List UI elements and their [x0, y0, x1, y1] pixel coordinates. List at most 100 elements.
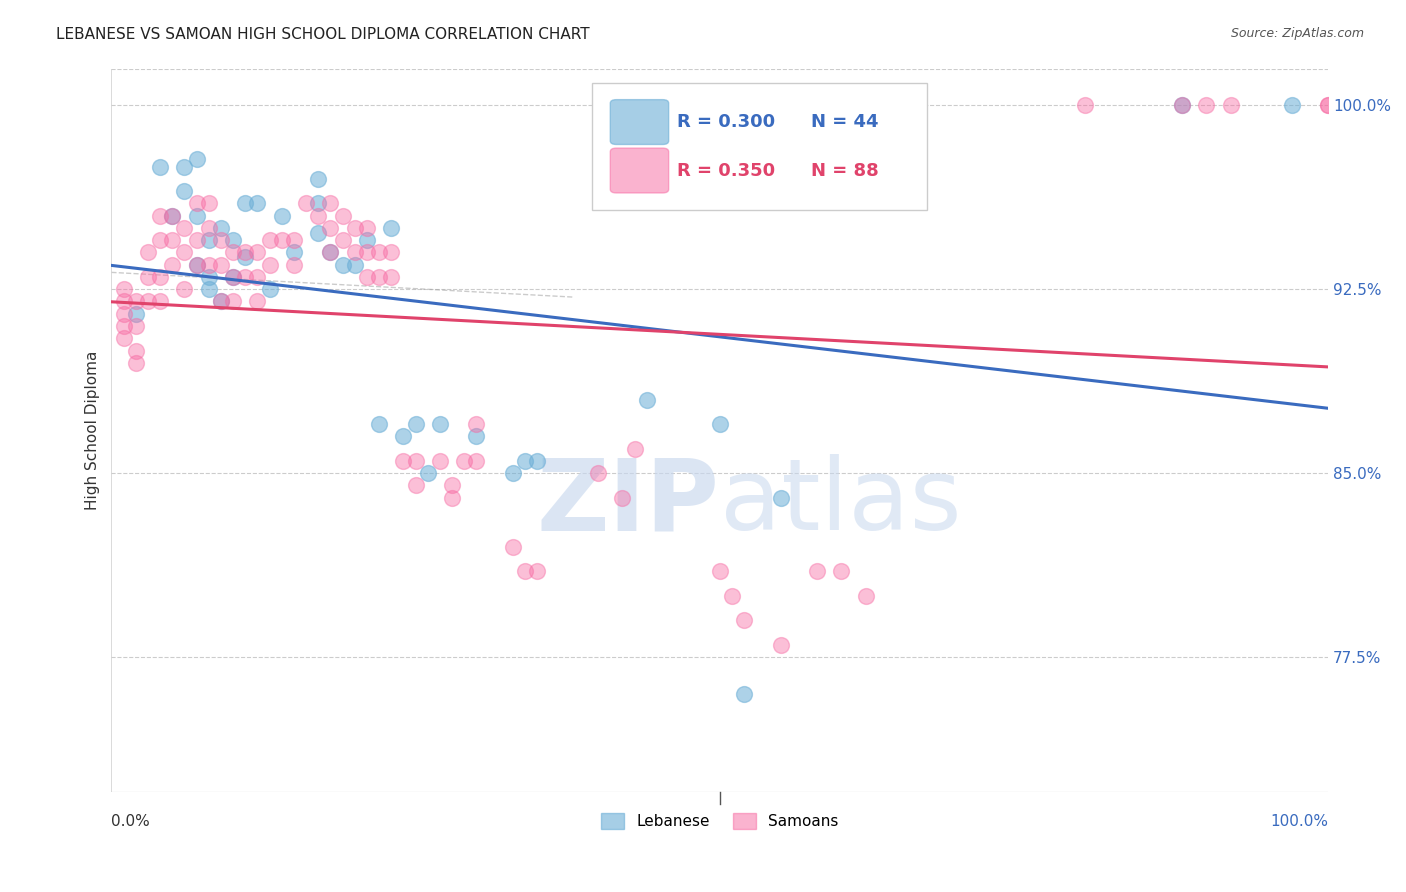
- Point: [149, 270, 172, 285]
- Text: 0.0%: 0.0%: [111, 814, 150, 829]
- Point: [186, 233, 208, 247]
- Point: [233, 270, 256, 285]
- Point: [197, 221, 219, 235]
- Point: [721, 589, 744, 603]
- Point: [392, 454, 415, 468]
- Point: [149, 233, 172, 247]
- Point: [233, 196, 256, 211]
- Point: [332, 233, 354, 247]
- Point: [222, 233, 245, 247]
- Point: [1317, 98, 1340, 112]
- FancyBboxPatch shape: [610, 148, 669, 193]
- Point: [513, 564, 536, 578]
- Point: [125, 318, 148, 333]
- Point: [1317, 98, 1340, 112]
- Point: [307, 209, 329, 223]
- Point: [136, 294, 159, 309]
- Point: [259, 233, 281, 247]
- Point: [368, 270, 391, 285]
- Point: [197, 196, 219, 211]
- Point: [733, 613, 755, 627]
- Point: [136, 270, 159, 285]
- Point: [283, 258, 305, 272]
- Text: R = 0.300: R = 0.300: [678, 113, 775, 131]
- Point: [526, 564, 548, 578]
- Point: [162, 233, 184, 247]
- Point: [502, 540, 524, 554]
- Point: [209, 294, 232, 309]
- Point: [1171, 98, 1194, 112]
- Point: [186, 196, 208, 211]
- Point: [186, 153, 208, 167]
- Point: [246, 245, 269, 260]
- Point: [319, 245, 342, 260]
- Text: Source: ZipAtlas.com: Source: ZipAtlas.com: [1230, 27, 1364, 40]
- Point: [319, 196, 342, 211]
- FancyBboxPatch shape: [610, 100, 669, 145]
- Point: [149, 160, 172, 174]
- Point: [830, 564, 852, 578]
- Point: [441, 491, 464, 505]
- Point: [368, 417, 391, 431]
- Point: [173, 160, 195, 174]
- Point: [209, 233, 232, 247]
- Point: [1195, 98, 1218, 112]
- Point: [197, 258, 219, 272]
- Point: [769, 638, 792, 652]
- Text: N = 44: N = 44: [811, 113, 879, 131]
- Point: [356, 221, 378, 235]
- Point: [343, 245, 366, 260]
- Point: [356, 233, 378, 247]
- Legend: Lebanese, Samoans: Lebanese, Samoans: [595, 806, 845, 835]
- Point: [125, 343, 148, 358]
- Point: [343, 221, 366, 235]
- Point: [112, 294, 135, 309]
- Point: [502, 466, 524, 480]
- Point: [612, 491, 634, 505]
- Point: [209, 258, 232, 272]
- Point: [526, 454, 548, 468]
- Point: [125, 294, 148, 309]
- Point: [162, 209, 184, 223]
- Point: [173, 184, 195, 198]
- Point: [623, 442, 645, 456]
- Point: [429, 417, 451, 431]
- Point: [806, 564, 828, 578]
- Point: [465, 429, 488, 443]
- Point: [173, 245, 195, 260]
- Point: [149, 209, 172, 223]
- Point: [1171, 98, 1194, 112]
- Point: [332, 209, 354, 223]
- Point: [453, 454, 475, 468]
- Point: [441, 478, 464, 492]
- FancyBboxPatch shape: [592, 83, 927, 210]
- Point: [209, 294, 232, 309]
- Point: [319, 221, 342, 235]
- Point: [270, 233, 292, 247]
- Point: [222, 245, 245, 260]
- Point: [173, 221, 195, 235]
- Point: [429, 454, 451, 468]
- Point: [125, 307, 148, 321]
- Point: [209, 221, 232, 235]
- Point: [319, 245, 342, 260]
- Point: [136, 245, 159, 260]
- Point: [197, 270, 219, 285]
- Point: [368, 245, 391, 260]
- Point: [380, 270, 402, 285]
- Text: atlas: atlas: [720, 454, 962, 551]
- Point: [112, 307, 135, 321]
- Point: [343, 258, 366, 272]
- Point: [233, 251, 256, 265]
- Point: [465, 417, 488, 431]
- Point: [392, 429, 415, 443]
- Point: [416, 466, 439, 480]
- Point: [1219, 98, 1241, 112]
- Point: [283, 245, 305, 260]
- Point: [405, 417, 427, 431]
- Point: [709, 417, 731, 431]
- Point: [307, 196, 329, 211]
- Point: [283, 233, 305, 247]
- Point: [259, 258, 281, 272]
- Point: [112, 331, 135, 345]
